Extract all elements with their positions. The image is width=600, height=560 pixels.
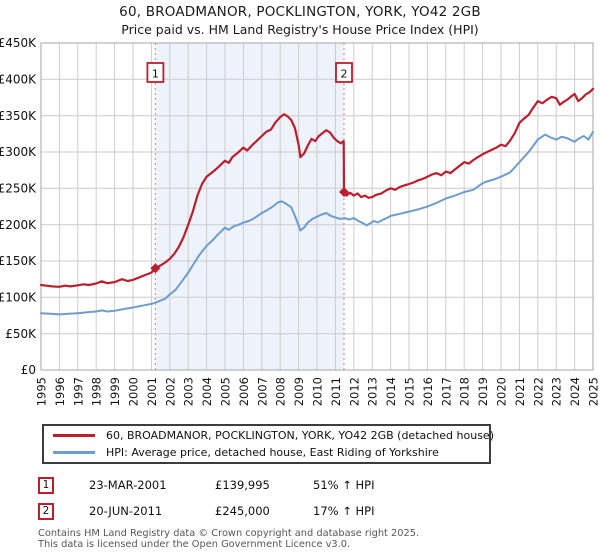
transaction-2-date: 20-JUN-2011 bbox=[89, 504, 163, 518]
legend-item-hpi: HPI: Average price, detached house, East… bbox=[44, 446, 489, 460]
legend-label-hpi: HPI: Average price, detached house, East… bbox=[106, 446, 439, 459]
y-tick-label: £200K bbox=[0, 218, 37, 232]
sale-marker-1 bbox=[150, 263, 161, 274]
x-tick-label: 2017 bbox=[439, 377, 453, 406]
price-line-swatch bbox=[53, 434, 95, 437]
x-tick-label: 2020 bbox=[495, 377, 509, 406]
hpi-line bbox=[40, 130, 594, 316]
x-tick-label: 2011 bbox=[329, 377, 343, 406]
sale-callout-number-2: 2 bbox=[341, 68, 348, 81]
y-tick-label: £250K bbox=[0, 182, 37, 196]
x-tick-label: 2007 bbox=[255, 377, 269, 406]
x-tick-label: 2012 bbox=[347, 377, 361, 406]
x-axis-labels: 1995 1996 1997 1998 1999 2000 2001 2002 2003 2004… bbox=[35, 377, 600, 406]
x-tick-label: 2024 bbox=[568, 377, 582, 406]
sale-marker-2 bbox=[339, 186, 350, 197]
hpi-line-swatch bbox=[53, 451, 95, 454]
footer-line-2: This data is licensed under the Open Gov… bbox=[38, 538, 351, 550]
x-tick-label: 2022 bbox=[531, 377, 545, 406]
x-tick-label: 1998 bbox=[90, 377, 104, 406]
transaction-2-price: £245,000 bbox=[215, 504, 270, 518]
sale-markers bbox=[150, 186, 350, 274]
copyright-footer: Contains HM Land Registry data © Crown c… bbox=[38, 528, 598, 551]
x-tick-label: 2025 bbox=[587, 377, 600, 406]
x-tick-label: 2009 bbox=[292, 377, 306, 406]
x-tick-label: 2004 bbox=[200, 377, 214, 406]
legend-label-price: 60, BROADMANOR, POCKLINGTON, YORK, YO42 … bbox=[106, 429, 494, 442]
x-tick-label: 1999 bbox=[108, 377, 122, 406]
shade-between-sales bbox=[155, 43, 344, 370]
y-tick-label: £300K bbox=[0, 145, 37, 159]
y-tick-label: £150K bbox=[0, 254, 37, 268]
plot-border bbox=[40, 42, 594, 371]
legend: 60, BROADMANOR, POCKLINGTON, YORK, YO42 … bbox=[42, 424, 494, 464]
transaction-row-2: 2 20-JUN-2011 £245,000 17% ↑ HPI bbox=[0, 503, 600, 521]
x-tick-label: 2006 bbox=[237, 377, 251, 406]
legend-item-price: 60, BROADMANOR, POCKLINGTON, YORK, YO42 … bbox=[44, 429, 494, 443]
hpi-series-path bbox=[40, 130, 594, 316]
y-tick-label: £100K bbox=[0, 291, 37, 305]
sale-callout-number-1: 1 bbox=[152, 68, 159, 81]
x-tick-label: 2016 bbox=[421, 377, 435, 406]
y-tick-label: £50K bbox=[5, 327, 37, 341]
footer-line-1: Contains HM Land Registry data © Crown c… bbox=[38, 528, 420, 539]
grid-lines bbox=[40, 42, 594, 371]
x-tick-label: 2015 bbox=[403, 377, 417, 406]
transaction-1-number-badge: 1 bbox=[38, 477, 54, 494]
y-tick-label: £450K bbox=[0, 36, 37, 50]
y-tick-label: £0 bbox=[21, 363, 36, 377]
x-tick-label: 2013 bbox=[366, 377, 380, 406]
price-series-path bbox=[39, 87, 595, 288]
x-tick-label: 2018 bbox=[458, 377, 472, 406]
x-tick-label: 2014 bbox=[384, 377, 398, 406]
x-tick-label: 2019 bbox=[476, 377, 490, 406]
sale-callout-box-2 bbox=[335, 62, 353, 83]
x-tick-label: 2001 bbox=[145, 377, 159, 406]
x-tick-label: 2003 bbox=[182, 377, 196, 406]
page-subtitle: Price paid vs. HM Land Registry's House … bbox=[121, 22, 479, 37]
x-tick-label: 2000 bbox=[127, 377, 141, 406]
transaction-1-date: 23-MAR-2001 bbox=[89, 478, 167, 492]
x-tick-label: 2002 bbox=[163, 377, 177, 406]
transaction-1-price: £139,995 bbox=[215, 478, 270, 492]
transaction-2-number-badge: 2 bbox=[38, 503, 54, 520]
transaction-2-hpi-delta: 17% ↑ HPI bbox=[313, 504, 375, 518]
y-axis-labels: £0 £50K £100K £150K £200K £250K £300K £350K £400… bbox=[0, 36, 37, 377]
transaction-row-1: 1 23-MAR-2001 £139,995 51% ↑ HPI bbox=[0, 477, 600, 495]
x-tick-label: 2023 bbox=[550, 377, 564, 406]
sale-callout-box-1 bbox=[146, 62, 165, 83]
x-tick-label: 2005 bbox=[219, 377, 233, 406]
y-tick-label: £350K bbox=[0, 109, 37, 123]
x-tick-label: 2010 bbox=[311, 377, 325, 406]
x-tick-label: 2021 bbox=[513, 377, 527, 406]
x-tick-label: 1995 bbox=[35, 377, 49, 406]
page-title: 60, BROADMANOR, POCKLINGTON, YORK, YO42 … bbox=[119, 4, 481, 20]
x-tick-label: 1997 bbox=[71, 377, 85, 406]
y-tick-label: £400K bbox=[0, 73, 37, 87]
x-tick-label: 2008 bbox=[274, 377, 288, 406]
price-line bbox=[39, 87, 595, 288]
transaction-1-hpi-delta: 51% ↑ HPI bbox=[313, 478, 375, 492]
x-tick-label: 1996 bbox=[53, 377, 67, 406]
